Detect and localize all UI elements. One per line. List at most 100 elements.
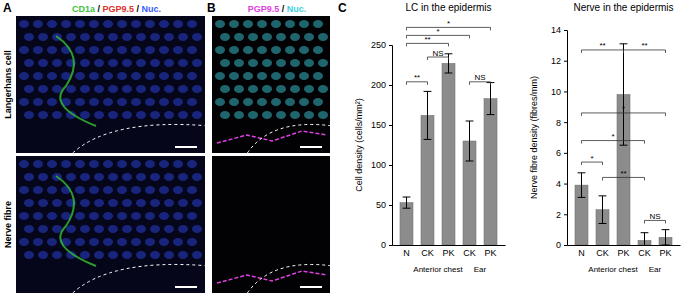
nucleus	[108, 111, 118, 119]
nucleus	[103, 212, 113, 220]
significance: *	[581, 104, 665, 116]
bar	[484, 99, 497, 245]
significance-label: **	[599, 41, 605, 50]
significance: NS	[427, 49, 448, 61]
tick-mark	[564, 214, 567, 215]
tick-label: 4	[556, 179, 561, 189]
nucleus	[33, 186, 43, 194]
error-cap	[487, 114, 495, 115]
nucleus	[131, 20, 141, 28]
significance-label: *	[590, 154, 593, 163]
tick-mark	[564, 91, 567, 92]
tick-label: CK	[638, 248, 651, 258]
nucleus	[89, 72, 99, 80]
nucleus	[159, 20, 169, 28]
nucleus	[164, 251, 174, 259]
nucleus	[248, 111, 258, 119]
error-stem	[406, 197, 407, 208]
error-stem	[427, 91, 428, 139]
stain-separator: /	[95, 4, 103, 14]
nucleus	[164, 85, 174, 93]
nucleus	[234, 85, 244, 93]
bar-chart: Nerve in the epidermisNerve fibre densit…	[529, 2, 681, 274]
nucleus	[89, 46, 99, 54]
error-stem	[644, 233, 645, 245]
error-stem	[665, 230, 666, 245]
nucleus	[229, 98, 239, 106]
nucleus	[75, 98, 85, 106]
nucleus	[33, 20, 43, 28]
nucleus	[187, 160, 197, 168]
nucleus	[117, 72, 127, 80]
y-tick: 0	[556, 240, 567, 250]
nucleus	[192, 33, 202, 41]
row-label: Nerve fibre	[3, 201, 13, 248]
axis-line	[564, 31, 568, 246]
nucleus	[234, 33, 244, 41]
x-tick: CK	[638, 245, 651, 258]
stain-name: PGP9.5	[248, 4, 280, 14]
significance: *	[406, 27, 469, 39]
nucleus	[19, 72, 29, 80]
nucleus	[159, 212, 169, 220]
nucleus	[192, 251, 202, 259]
x-tick: PK	[484, 245, 496, 258]
nucleus	[89, 20, 99, 28]
nucleus	[164, 33, 174, 41]
nucleus	[131, 160, 141, 168]
tick-label: 0	[381, 240, 386, 250]
tick-label: 200	[371, 80, 386, 90]
tick-label: PK	[442, 248, 454, 258]
nucleus	[164, 111, 174, 119]
nucleus	[318, 59, 328, 67]
nucleus	[38, 173, 48, 181]
nucleus	[108, 173, 118, 181]
tick-label: 12	[551, 56, 561, 66]
basement-membrane	[247, 264, 330, 293]
nucleus	[66, 173, 76, 181]
nucleus	[173, 212, 183, 220]
nucleus	[33, 72, 43, 80]
nucleus	[117, 186, 127, 194]
nucleus	[299, 20, 309, 28]
basement-membrane	[247, 124, 330, 153]
nucleus	[103, 160, 113, 168]
nucleus	[304, 85, 314, 93]
scale-bar	[175, 286, 197, 288]
micrograph	[212, 16, 330, 153]
error-cap	[403, 197, 411, 198]
nucleus	[80, 199, 90, 207]
nucleus	[164, 199, 174, 207]
nucleus	[24, 85, 34, 93]
tick-label: PK	[659, 248, 671, 258]
significance-label: *	[447, 19, 450, 28]
nucleus	[75, 212, 85, 220]
error-stem	[602, 196, 603, 224]
nucleus	[131, 98, 141, 106]
nucleus	[243, 20, 253, 28]
nucleus	[19, 46, 29, 54]
nucleus	[52, 85, 62, 93]
nucleus	[276, 33, 286, 41]
significance-label: **	[414, 73, 420, 82]
nucleus	[24, 251, 34, 259]
nucleus	[192, 111, 202, 119]
y-tick: 50	[376, 200, 392, 210]
nucleus	[75, 160, 85, 168]
micrograph	[16, 16, 205, 153]
nucleus	[243, 72, 253, 80]
nucleus	[108, 225, 118, 233]
error-bar	[487, 83, 495, 115]
nucleus	[145, 20, 155, 28]
nucleus	[187, 212, 197, 220]
significance: **	[406, 35, 448, 47]
nucleus	[220, 33, 230, 41]
nucleus	[24, 111, 34, 119]
y-axis-title: Cell density (cells/mm²)	[354, 98, 364, 192]
micrograph-bg	[212, 156, 330, 293]
nucleus	[159, 98, 169, 106]
tick-label: CK	[463, 248, 476, 258]
nucleus	[164, 225, 174, 233]
nucleus	[229, 72, 239, 80]
nucleus	[299, 46, 309, 54]
